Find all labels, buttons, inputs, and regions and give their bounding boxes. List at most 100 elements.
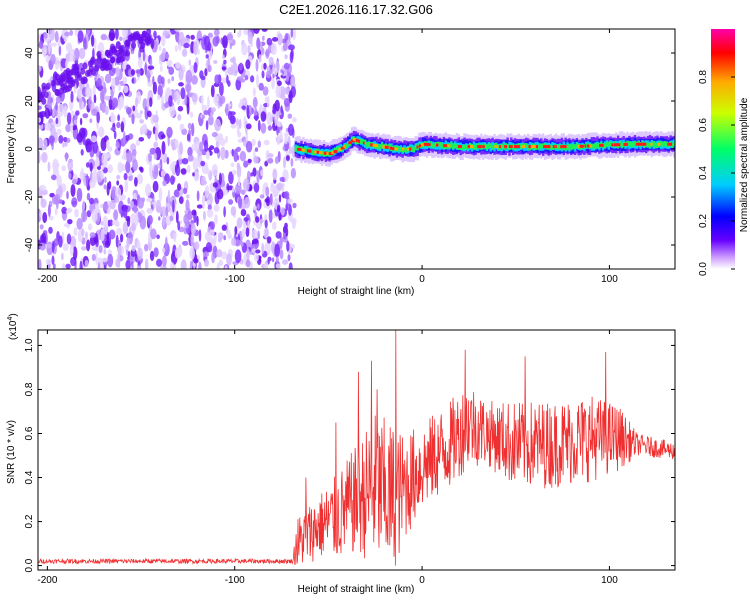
noise-blob: [82, 136, 86, 146]
noise-blob: [173, 232, 177, 243]
signal-band-4: [397, 146, 401, 151]
noise-blob: [42, 212, 48, 224]
noise-blob: [144, 106, 149, 120]
noise-blob: [213, 147, 220, 154]
signal-band-4: [573, 144, 577, 149]
signal-band-4: [592, 143, 595, 149]
noise-blob: [47, 161, 51, 172]
y-tick-label: 0.0: [24, 558, 35, 572]
noise-band-blob: [38, 86, 41, 94]
noise-blob: [146, 110, 152, 118]
noise-blob: [96, 111, 100, 124]
noise-blob: [191, 209, 197, 216]
noise-blob: [282, 259, 289, 265]
noise-blob: [241, 228, 246, 239]
noise-blob: [126, 217, 131, 227]
noise-blob: [171, 76, 175, 82]
noise-blob: [106, 139, 110, 150]
noise-band-blob: [116, 56, 122, 64]
noise-blob: [65, 124, 71, 133]
noise-blob: [95, 156, 100, 168]
noise-blob: [222, 35, 228, 49]
colorbar-tick-label: 0.2: [698, 214, 709, 228]
signal-peak: [623, 142, 628, 146]
noise-blob: [215, 140, 220, 149]
noise-blob: [287, 254, 291, 262]
noise-blob: [253, 29, 260, 34]
noise-blob: [245, 140, 253, 153]
noise-blob: [43, 138, 48, 151]
snr-series-line: [38, 330, 675, 566]
noise-blob: [266, 158, 274, 164]
noise-blob: [85, 231, 88, 240]
signal-peak: [328, 152, 334, 156]
signal-band-4: [455, 144, 459, 149]
noise-blob: [246, 123, 252, 130]
noise-blob: [186, 133, 191, 142]
noise-blob: [153, 152, 157, 160]
noise-blob: [116, 180, 120, 186]
signal-peak: [314, 150, 319, 154]
y-tick-label: 0.6: [24, 426, 35, 440]
signal-band-4: [630, 142, 633, 147]
noise-blob: [191, 75, 198, 85]
noise-blob: [230, 162, 235, 167]
signal-peak: [638, 142, 642, 146]
noise-blob: [288, 90, 293, 104]
noise-blob: [181, 128, 188, 136]
noise-blob: [122, 131, 126, 145]
noise-blob: [135, 139, 140, 146]
noise-blob: [107, 164, 113, 174]
noise-blob: [243, 178, 250, 192]
noise-blob: [167, 78, 171, 84]
noise-blob: [134, 176, 138, 187]
signal-band-4: [438, 141, 442, 147]
signal-peak: [338, 148, 342, 151]
signal-peak: [601, 143, 604, 147]
signal-band-4: [558, 144, 562, 150]
noise-blob: [233, 148, 238, 162]
noise-blob: [174, 29, 182, 32]
signal-peak: [406, 147, 410, 151]
noise-blob: [104, 95, 111, 101]
noise-blob: [99, 102, 103, 112]
noise-blob: [81, 246, 87, 251]
noise-blob: [44, 122, 52, 131]
noise-blob: [192, 172, 195, 177]
noise-blob: [125, 134, 130, 142]
noise-blob: [272, 108, 277, 115]
noise-blob: [135, 97, 138, 108]
noise-blob: [158, 187, 163, 202]
noise-blob: [52, 108, 55, 117]
signal-peak: [358, 139, 360, 143]
x-tick-label: -100: [225, 274, 245, 285]
noise-blob: [191, 92, 198, 103]
noise-band-blob: [109, 56, 115, 64]
signal-band-4: [603, 143, 607, 149]
noise-blob: [71, 178, 77, 185]
noise-blob: [184, 209, 189, 215]
noise-blob: [200, 160, 206, 167]
noise-blob: [269, 193, 273, 206]
noise-blob: [257, 120, 261, 132]
figure-title: C2E1.2026.116.17.32.G06: [279, 2, 433, 17]
noise-blob: [285, 227, 289, 237]
noise-blob: [119, 36, 123, 41]
signal-band-4: [380, 142, 384, 148]
noise-blob: [104, 73, 112, 84]
noise-blob: [238, 118, 242, 129]
signal-band-4: [628, 141, 631, 146]
noise-blob: [163, 103, 170, 108]
noise-blob: [73, 119, 78, 125]
noise-blob: [45, 259, 52, 265]
noise-blob: [146, 97, 150, 110]
signal-band-4: [540, 143, 543, 149]
signal-band-4: [538, 144, 541, 150]
noise-blob: [235, 78, 242, 91]
noise-blob: [231, 237, 237, 246]
noise-blob: [136, 112, 143, 119]
noise-blob: [55, 96, 61, 104]
signal-peak: [470, 145, 474, 149]
signal-peak: [331, 151, 335, 155]
noise-blob: [81, 210, 88, 223]
